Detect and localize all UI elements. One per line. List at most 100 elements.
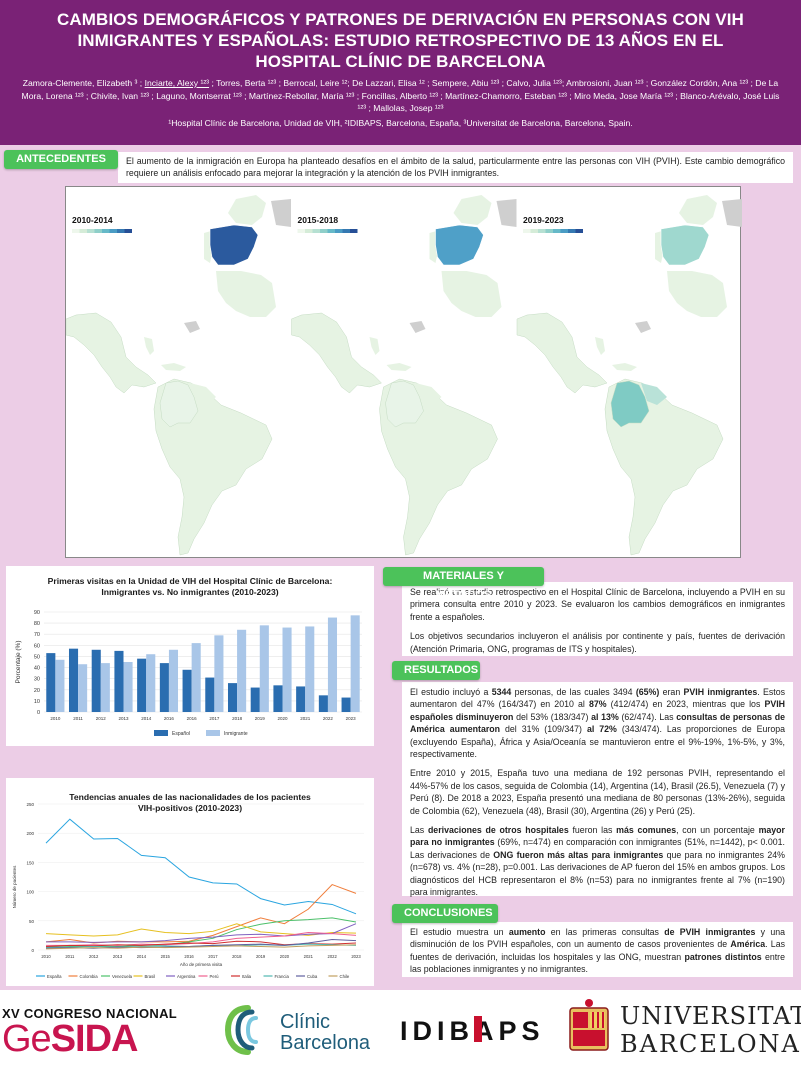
map-scale-swatch: [297, 229, 305, 233]
bar-inmigrante: [305, 626, 315, 712]
materiales-p1: Se realizó un estudio retrospectivo en e…: [410, 587, 785, 622]
venezuela-shape: [641, 383, 667, 405]
map-scale-swatch: [568, 229, 576, 233]
map-scale-swatch: [87, 229, 95, 233]
bar-inmigrante: [327, 617, 338, 712]
clinic-logo-text: Clínic Barcelona: [280, 1012, 370, 1054]
france-shape: [453, 195, 492, 225]
line-legend-label: Italia: [242, 974, 252, 979]
conclusiones-p1: El estudio muestra un aumento en las pri…: [410, 926, 785, 976]
map-scale-swatch: [320, 229, 328, 233]
maps-panel: 2010-2014 2015-2018 2019-2023: [65, 186, 742, 558]
caribbean-shape: [612, 363, 637, 371]
north-america-shape: [516, 312, 608, 394]
map-period-label: 2019-2023: [523, 215, 564, 225]
bar-inmigrante: [237, 629, 247, 712]
resultados-p1-run: (65%): [635, 687, 660, 697]
line-legend-label: Brasil: [145, 974, 156, 979]
resultados-p1-run: 5344: [491, 687, 512, 697]
map-scale-swatch: [117, 229, 125, 233]
conclusiones-p1-run: de PVIH inmigrantes: [664, 927, 756, 937]
bar-inmigrante: [123, 662, 133, 712]
author-presenting: Inciarte, Alexy ¹²³: [144, 78, 210, 88]
ub-universitat: UNIVERSITAT: [620, 1002, 801, 1030]
map-scale-swatch: [350, 229, 358, 233]
line-chart-title: Tendencias anuales de las nacionalidades…: [69, 792, 311, 813]
bar-y-axis-label: Porcentaje (%): [15, 641, 22, 684]
line-x-tick-label: 2017: [208, 954, 218, 959]
resultados-p1-run: al 72%: [586, 724, 617, 735]
logos-bar: XV CONGRESO NACIONAL GeSIDA Clínic Barce…: [0, 990, 801, 1069]
bar-español: [114, 650, 124, 712]
map-scale-swatch: [109, 229, 117, 233]
map-scale-swatch: [327, 229, 335, 233]
ub-line-2: BARCELONA: [620, 1030, 801, 1058]
bar-x-tick-label: 2016: [187, 716, 198, 721]
bar-x-tick-label: 2013: [118, 716, 129, 721]
idibaps-red-bar-icon: [474, 1016, 482, 1042]
bar-x-tick-label: 2010: [50, 716, 61, 721]
line-y-tick-label: 200: [26, 831, 34, 836]
bar-inmigrante: [55, 659, 65, 712]
bar-español: [296, 686, 306, 712]
line-legend-label: Perú: [210, 974, 220, 979]
line-y-tick-label: 150: [26, 860, 34, 865]
bar-chart-title: Primeras visitas en la Unidad de VIH del…: [47, 576, 333, 597]
bar-x-tick-label: 2019: [255, 716, 266, 721]
bar-x-tick-label: 2022: [323, 716, 334, 721]
antecedentes-text: El aumento de la inmigración en Europa h…: [118, 152, 793, 183]
bar-x-tick-label: 2020: [277, 716, 288, 721]
bar-y-tick-label: 80: [34, 621, 40, 627]
line-x-tick-label: 2011: [65, 954, 75, 959]
line-chart: 0 50 100 150 200 250 Número de pacientes 2010 20…: [12, 802, 364, 979]
map-scale-swatch: [530, 229, 538, 233]
resultados-p1-run: El estudio incluyó a: [410, 687, 492, 697]
map-scale-swatch: [538, 229, 546, 233]
bar-inmigrante: [259, 625, 269, 712]
line-y-tick-label: 0: [31, 948, 34, 953]
resultados-p3-run: que para no inmigrantes 24% (n=678) vs. …: [410, 849, 785, 898]
antecedentes-tab: ANTECEDENTES: [4, 150, 118, 169]
bar-y-tick-label: 30: [34, 677, 40, 683]
gesida-congress-text: XV CONGRESO NACIONAL: [2, 1006, 178, 1021]
bar-y-tick-label: 40: [34, 666, 40, 672]
resultados-p3-run: fueron las: [568, 825, 617, 836]
resultados-p1-run: (62/474). Las: [618, 711, 677, 722]
conclusiones-p1-run: entre las poblaciones inmigrantes y no i…: [410, 951, 785, 975]
line-x-tick-label: 2015: [161, 954, 171, 959]
resultados-p1-run: 87%: [588, 699, 607, 710]
line-x-tick-label: 2016: [184, 954, 194, 959]
gesida-logo: GeSIDA: [2, 1018, 138, 1061]
materiales-box: Se realizó un estudio retrospectivo en e…: [402, 582, 793, 656]
bar-y-tick-label: 50: [34, 654, 40, 660]
nationality-maps: 2010-2014 2015-2018 2019-2023: [65, 195, 742, 556]
africa-shape: [216, 271, 276, 317]
bar-y-tick-label: 10: [34, 699, 40, 705]
line-x-axis-label: Año de primera visita: [180, 962, 223, 967]
line-y-axis-label: Número de pacientes: [12, 865, 17, 909]
florida-shape: [369, 337, 380, 355]
clinic-line-2: Barcelona: [280, 1032, 371, 1054]
author-first: Zamora-Clemente, Elizabeth ³ ;: [22, 78, 145, 88]
line-legend-label: Francia: [275, 974, 290, 979]
resultados-p3-run: , con un porcentaje: [676, 825, 759, 836]
map-scale-swatch: [305, 229, 313, 233]
gesida-sida: SIDA: [50, 1018, 139, 1060]
bar-legend-label: Inmigrante: [224, 731, 248, 737]
grey-region-shape: [722, 199, 742, 227]
line-series-chile: [45, 944, 357, 950]
line-x-tick-label: 2020: [280, 954, 290, 959]
africa-shape: [667, 271, 727, 317]
map-scale-swatch: [342, 229, 350, 233]
map-scale-swatch: [553, 229, 561, 233]
africa-shape: [441, 271, 502, 317]
colombia-shape: [610, 380, 650, 428]
resultados-p1-run: consultas de personas de América aumenta…: [410, 711, 785, 735]
conclusiones-p1-run: patrones distintos: [684, 951, 762, 962]
bar-x-tick-label: 2023: [346, 716, 357, 721]
map-scale-swatch: [560, 229, 568, 233]
bar-español: [273, 685, 283, 712]
north-america-shape: [291, 312, 382, 394]
map-scale-swatch: [545, 229, 553, 233]
bar-legend-label: Español: [172, 731, 190, 737]
